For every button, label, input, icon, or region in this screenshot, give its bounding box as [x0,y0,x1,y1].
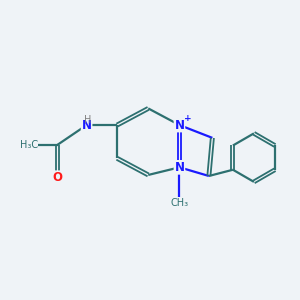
Text: +: + [184,114,192,123]
Text: H₃C: H₃C [20,140,38,150]
Text: H: H [84,115,91,125]
Text: O: O [52,171,62,184]
Text: CH₃: CH₃ [170,198,188,208]
Text: N: N [82,118,92,132]
Text: N: N [174,161,184,174]
Text: N: N [174,118,184,132]
